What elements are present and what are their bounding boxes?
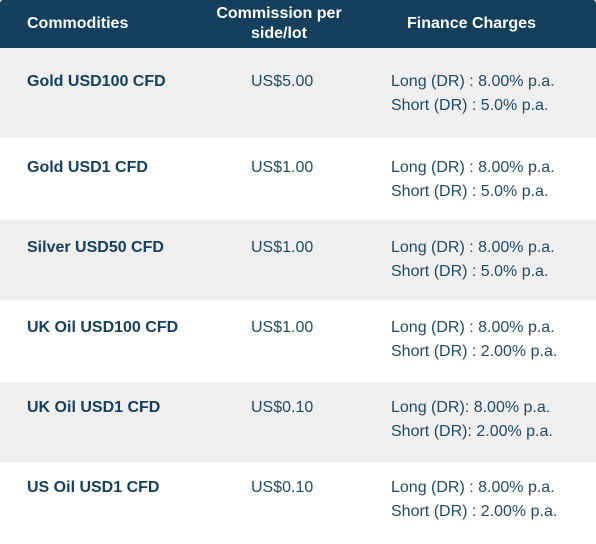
- finance-charges: Long (DR) : 8.00% p.a. Short (DR) : 2.00…: [391, 476, 596, 544]
- commission-value: US$1.00: [251, 319, 314, 336]
- finance-charges: Long (DR): 8.00% p.a. Short (DR): 2.00% …: [391, 396, 596, 462]
- commission-value: US$1.00: [251, 159, 314, 176]
- commodity-name: UK Oil USD100 CFD: [27, 319, 179, 336]
- short-rate: Short (DR) : 5.0% p.a.: [391, 183, 549, 200]
- short-rate: Short (DR) : 5.0% p.a.: [391, 263, 549, 280]
- short-rate: Short (DR): 2.00% p.a.: [391, 423, 553, 440]
- table-row: Gold USD1 CFD US$1.00 Long (DR) : 8.00% …: [0, 138, 596, 220]
- finance-charges: Long (DR) : 8.00% p.a. Short (DR) : 5.0%…: [391, 236, 596, 300]
- long-rate: Long (DR) : 8.00% p.a.: [391, 319, 555, 336]
- finance-charges: Long (DR) : 8.00% p.a. Short (DR) : 2.00…: [391, 316, 596, 382]
- commodity-name: Gold USD1 CFD: [27, 159, 148, 176]
- header-commission: Commission per side/lot: [216, 5, 342, 42]
- finance-charges: Long (DR) : 8.00% p.a. Short (DR) : 5.0%…: [391, 156, 596, 220]
- commission-value: US$1.00: [251, 239, 314, 256]
- table-row: US Oil USD1 CFD US$0.10 Long (DR) : 8.00…: [0, 462, 596, 544]
- table-row: Silver USD50 CFD US$1.00 Long (DR) : 8.0…: [0, 220, 596, 300]
- commodity-name: UK Oil USD1 CFD: [27, 399, 161, 416]
- commission-value: US$0.10: [251, 399, 314, 416]
- short-rate: Short (DR) : 5.0% p.a.: [391, 97, 549, 114]
- long-rate: Long (DR) : 8.00% p.a.: [391, 239, 555, 256]
- table-row: UK Oil USD1 CFD US$0.10 Long (DR): 8.00%…: [0, 382, 596, 462]
- table-header: Commodities Commission per side/lot Fina…: [0, 0, 596, 48]
- commodity-name: US Oil USD1 CFD: [27, 479, 160, 496]
- commodity-name: Silver USD50 CFD: [27, 239, 164, 256]
- long-rate: Long (DR): 8.00% p.a.: [391, 399, 551, 416]
- table-row: Gold USD100 CFD US$5.00 Long (DR) : 8.00…: [0, 48, 596, 138]
- commission-value: US$5.00: [251, 73, 314, 90]
- finance-charges: Long (DR) : 8.00% p.a. Short (DR) : 5.0%…: [391, 70, 596, 138]
- commodity-name: Gold USD100 CFD: [27, 73, 166, 90]
- header-finance-charges: Finance Charges: [407, 15, 536, 32]
- long-rate: Long (DR) : 8.00% p.a.: [391, 479, 555, 496]
- table-row: UK Oil USD100 CFD US$1.00 Long (DR) : 8.…: [0, 300, 596, 382]
- long-rate: Long (DR) : 8.00% p.a.: [391, 73, 555, 90]
- short-rate: Short (DR) : 2.00% p.a.: [391, 503, 558, 520]
- short-rate: Short (DR) : 2.00% p.a.: [391, 343, 558, 360]
- header-commodities: Commodities: [27, 15, 129, 32]
- long-rate: Long (DR) : 8.00% p.a.: [391, 159, 555, 176]
- commission-value: US$0.10: [251, 479, 314, 496]
